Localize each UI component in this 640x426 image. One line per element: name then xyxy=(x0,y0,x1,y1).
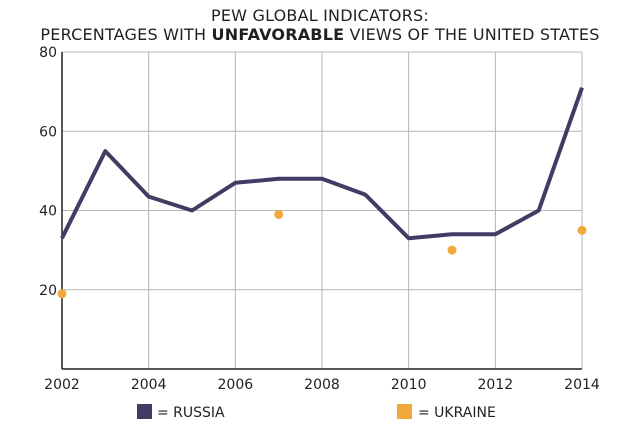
chart-title-prefix: PERCENTAGES WITH xyxy=(40,25,212,44)
data-point-ukraine-2007 xyxy=(274,209,284,219)
chart-title-suffix: VIEWS OF THE UNITED STATES xyxy=(344,25,600,44)
x-tick-label-2002: 2002 xyxy=(44,377,80,393)
data-point-ukraine-2011 xyxy=(447,245,457,255)
x-tick-label-2006: 2006 xyxy=(218,377,254,393)
x-tick-label-2014: 2014 xyxy=(564,377,600,393)
x-tick-label-2004: 2004 xyxy=(131,377,167,393)
chart-title-emphasis: UNFAVORABLE xyxy=(211,25,345,44)
data-point-ukraine-2002 xyxy=(57,289,67,299)
x-tick-label-2010: 2010 xyxy=(391,377,427,393)
y-tick-label-80: 80 xyxy=(39,45,57,61)
data-point-ukraine-2014 xyxy=(577,225,587,235)
legend-label-russia: = RUSSIA xyxy=(157,405,225,421)
y-tick-label-20: 20 xyxy=(39,283,57,299)
chart-title-line-1: PEW GLOBAL INDICATORS: xyxy=(211,6,429,25)
legend-label-ukraine: = UKRAINE xyxy=(418,405,496,421)
x-tick-label-2008: 2008 xyxy=(304,377,340,393)
y-tick-label-60: 60 xyxy=(39,124,57,140)
legend-swatch-russia xyxy=(137,404,152,419)
chart-title-line-2: PERCENTAGES WITH UNFAVORABLE VIEWS OF TH… xyxy=(0,25,640,44)
series-line-russia xyxy=(60,87,584,241)
x-tick-label-2012: 2012 xyxy=(478,377,514,393)
legend-swatch-ukraine xyxy=(397,404,412,419)
y-tick-label-40: 40 xyxy=(39,204,57,220)
